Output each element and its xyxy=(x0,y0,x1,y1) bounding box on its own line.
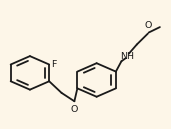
Text: O: O xyxy=(144,21,152,30)
Text: O: O xyxy=(71,105,78,114)
Text: NH: NH xyxy=(120,52,134,61)
Text: F: F xyxy=(51,60,57,69)
